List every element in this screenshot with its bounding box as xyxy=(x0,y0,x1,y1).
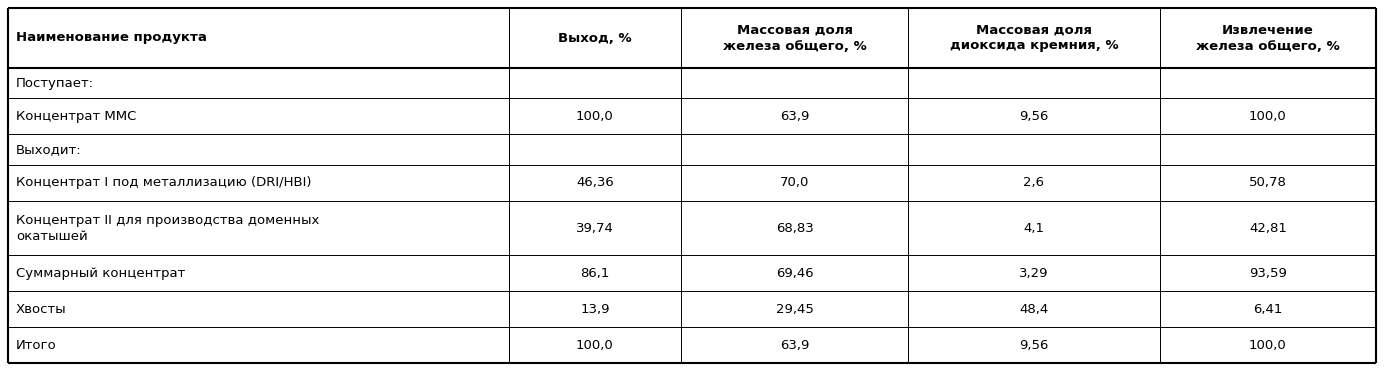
Text: 39,74: 39,74 xyxy=(576,221,614,234)
Text: 13,9: 13,9 xyxy=(580,303,609,316)
Text: Концентрат I под металлизацию (DRI/HBI): Концентрат I под металлизацию (DRI/HBI) xyxy=(17,176,311,189)
Text: 63,9: 63,9 xyxy=(781,339,810,352)
Text: 100,0: 100,0 xyxy=(1248,110,1287,123)
Text: 100,0: 100,0 xyxy=(576,339,613,352)
Text: 4,1: 4,1 xyxy=(1024,221,1045,234)
Text: 3,29: 3,29 xyxy=(1019,267,1049,280)
Text: 42,81: 42,81 xyxy=(1248,221,1287,234)
Text: Выход, %: Выход, % xyxy=(558,32,631,45)
Text: 46,36: 46,36 xyxy=(576,176,613,189)
Text: 9,56: 9,56 xyxy=(1019,339,1049,352)
Text: 9,56: 9,56 xyxy=(1019,110,1049,123)
Text: Хвосты: Хвосты xyxy=(17,303,66,316)
Text: 2,6: 2,6 xyxy=(1024,176,1045,189)
Text: Наименование продукта: Наименование продукта xyxy=(17,32,206,45)
Text: Суммарный концентрат: Суммарный концентрат xyxy=(17,267,185,280)
Text: 100,0: 100,0 xyxy=(576,110,613,123)
Text: 70,0: 70,0 xyxy=(781,176,810,189)
Text: 63,9: 63,9 xyxy=(781,110,810,123)
Text: 48,4: 48,4 xyxy=(1020,303,1049,316)
Text: 86,1: 86,1 xyxy=(580,267,609,280)
Text: Массовая доля
железа общего, %: Массовая доля железа общего, % xyxy=(722,23,866,53)
Text: 68,83: 68,83 xyxy=(775,221,814,234)
Text: Массовая доля
диоксида кремния, %: Массовая доля диоксида кремния, % xyxy=(949,23,1118,53)
Text: 69,46: 69,46 xyxy=(776,267,814,280)
Text: 29,45: 29,45 xyxy=(775,303,814,316)
Text: Концентрат II для производства доменных
окатышей: Концентрат II для производства доменных … xyxy=(17,214,320,243)
Text: 93,59: 93,59 xyxy=(1248,267,1287,280)
Text: 6,41: 6,41 xyxy=(1254,303,1283,316)
Text: Извлечение
железа общего, %: Извлечение железа общего, % xyxy=(1196,23,1340,53)
Text: Поступает:: Поступает: xyxy=(17,77,94,90)
Text: Концентрат ММС: Концентрат ММС xyxy=(17,110,137,123)
Text: 50,78: 50,78 xyxy=(1248,176,1287,189)
Text: 100,0: 100,0 xyxy=(1248,339,1287,352)
Text: Выходит:: Выходит: xyxy=(17,143,82,156)
Text: Итого: Итого xyxy=(17,339,57,352)
